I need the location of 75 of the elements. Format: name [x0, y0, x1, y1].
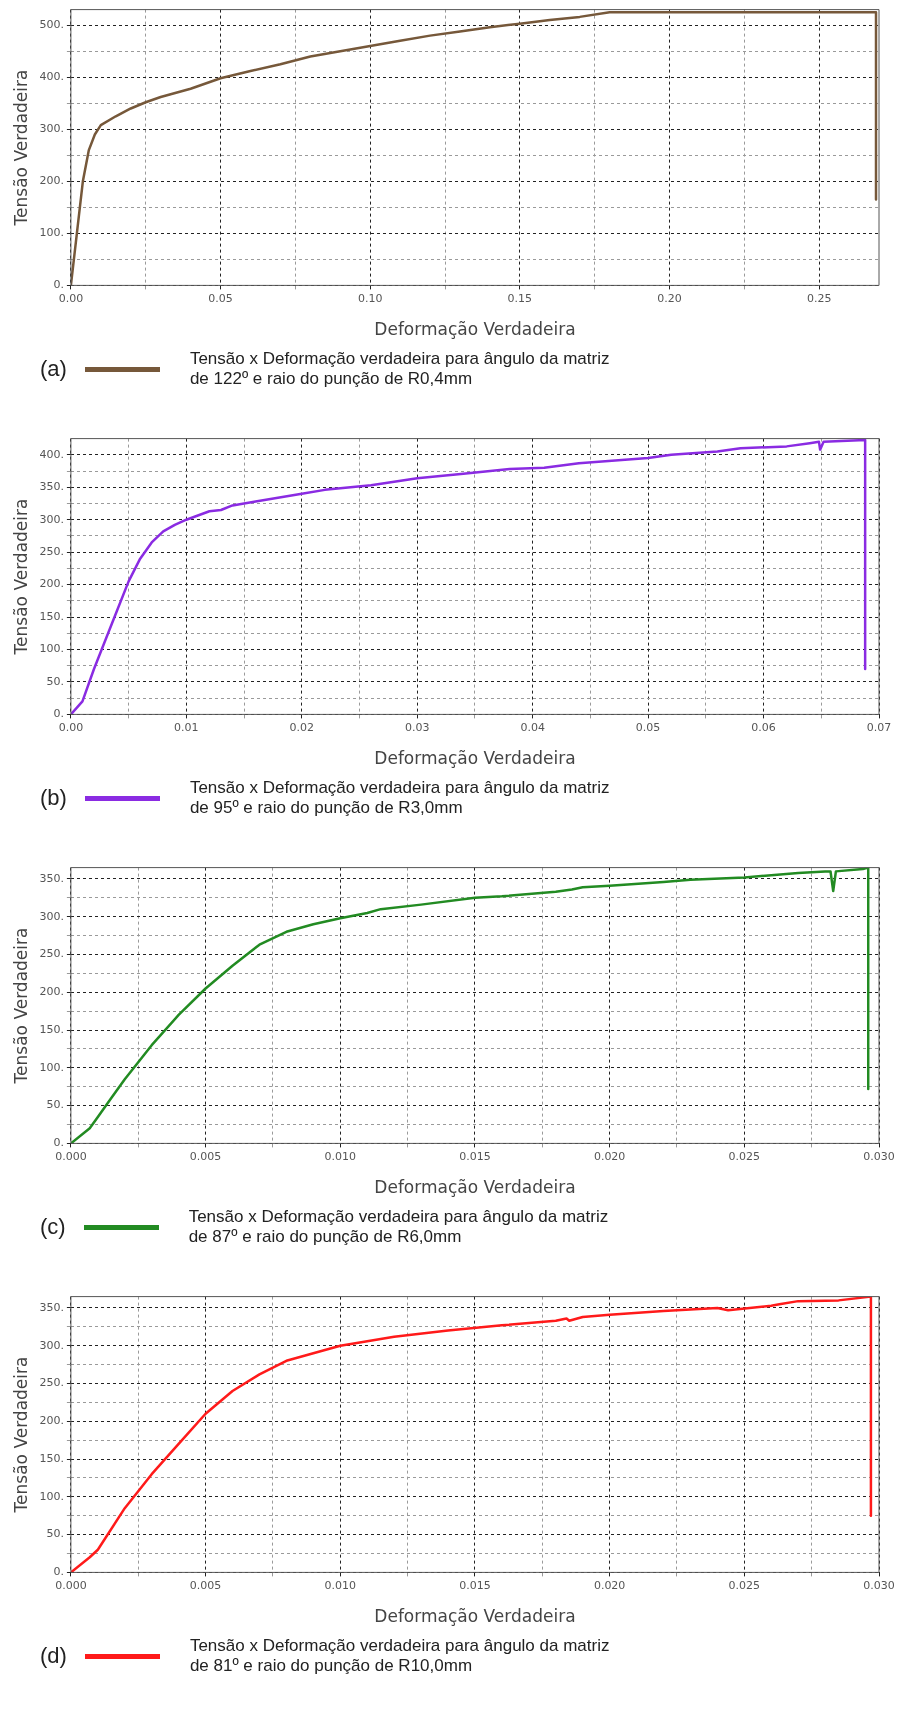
- x-tick-label: 0.020: [593, 1149, 626, 1163]
- y-tick-label: 0.: [53, 278, 64, 292]
- text: (a): [40, 356, 67, 382]
- x-tick-label: 0.000: [55, 1149, 87, 1163]
- y-tick-label: 400.: [39, 70, 64, 84]
- x-tick-label: 0.020: [593, 1578, 626, 1592]
- text: (c): [40, 1214, 66, 1240]
- x-axis-title: Deformação Verdadeira: [374, 748, 576, 769]
- x-axis-title: Deformação Verdadeira: [374, 1177, 576, 1198]
- y-axis-title: Tensão Verdadeira: [10, 498, 31, 656]
- y-tick-label: 0.: [53, 1565, 64, 1579]
- x-tick-label: 0.010: [324, 1578, 357, 1592]
- y-tick-label: 200.: [39, 174, 64, 188]
- y-tick-label: 0.: [53, 707, 64, 721]
- x-tick-label: 0.20: [657, 291, 682, 305]
- x-tick-label: 0.15: [507, 291, 533, 305]
- y-tick-label: 50.: [46, 674, 64, 688]
- x-tick-label: 0.005: [189, 1578, 222, 1592]
- y-tick-label: 200.: [39, 1414, 64, 1428]
- x-tick-label: 0.04: [520, 720, 545, 734]
- y-tick-label: 0.: [53, 1136, 64, 1150]
- x-tick-label: 0.000: [55, 1578, 87, 1592]
- x-axis-title: Deformação Verdadeira: [374, 319, 576, 340]
- x-tick-label: 0.05: [635, 720, 661, 734]
- y-tick-label: 350.: [39, 871, 64, 885]
- x-tick-label: 0.010: [324, 1149, 357, 1163]
- x-tick-label: 0.005: [189, 1149, 222, 1163]
- x-tick-label: 0.10: [357, 291, 383, 305]
- x-tick-label: 0.02: [289, 720, 315, 734]
- legend-label: Tensão x Deformação verdadeira para ângulo da matriz de 122º e raio do punção de R0,4mm: [189, 349, 610, 389]
- y-tick-label: 100.: [39, 226, 64, 240]
- y-axis-title: Tensão Verdadeira: [10, 69, 31, 227]
- text: (b): [40, 785, 67, 811]
- x-tick-label: 0.015: [459, 1149, 491, 1163]
- y-tick-label: 350.: [39, 480, 64, 494]
- y-tick-label: 250.: [39, 1376, 64, 1390]
- y-tick-label: 150.: [39, 1451, 64, 1465]
- y-tick-label: 500.: [39, 18, 64, 32]
- y-tick-label: 350.: [39, 1300, 64, 1314]
- x-tick-label: 0.00: [58, 720, 84, 734]
- y-tick-label: 400.: [39, 447, 64, 461]
- x-tick-label: 0.01: [174, 720, 199, 734]
- x-tick-label: 0.015: [459, 1578, 491, 1592]
- y-axis-title: Tensão Verdadeira: [10, 1356, 31, 1514]
- y-tick-label: 200.: [39, 577, 64, 591]
- y-axis-title: Tensão Verdadeira: [10, 927, 31, 1085]
- x-tick-label: 0.030: [863, 1149, 895, 1163]
- y-tick-label: 300.: [39, 909, 64, 923]
- y-tick-label: 300.: [39, 122, 64, 136]
- x-axis-title: Deformação Verdadeira: [374, 1606, 576, 1627]
- x-tick-label: 0.00: [58, 291, 84, 305]
- y-tick-label: 300.: [39, 512, 64, 526]
- x-tick-label: 0.25: [806, 291, 832, 305]
- legend-label: Tensão x Deformação verdadeira para ângulo da matriz de 95º e raio do punção de R3,0mm: [189, 778, 610, 818]
- y-tick-label: 250.: [39, 545, 64, 559]
- y-tick-label: 100.: [39, 1060, 64, 1074]
- x-tick-label: 0.025: [728, 1149, 761, 1163]
- x-tick-label: 0.025: [728, 1578, 761, 1592]
- y-tick-label: 250.: [39, 947, 64, 961]
- legend-label: Tensão x Deformação verdadeira para ângulo da matriz de 87º e raio do punção de R6,0mm: [188, 1207, 609, 1247]
- y-tick-label: 100.: [39, 642, 64, 656]
- y-tick-label: 300.: [39, 1338, 64, 1352]
- x-tick-label: 0.03: [404, 720, 430, 734]
- y-tick-label: 150.: [39, 609, 64, 623]
- y-tick-label: 100.: [39, 1489, 64, 1503]
- legend-label: Tensão x Deformação verdadeira para ângulo da matriz de 81º e raio do punção de R10,0mm: [189, 1636, 610, 1676]
- y-tick-label: 50.: [46, 1527, 64, 1541]
- x-tick-label: 0.07: [866, 720, 892, 734]
- x-tick-label: 0.030: [863, 1578, 895, 1592]
- x-tick-label: 0.05: [208, 291, 233, 305]
- y-tick-label: 200.: [39, 985, 64, 999]
- y-tick-label: 50.: [46, 1098, 64, 1112]
- y-tick-label: 150.: [39, 1022, 64, 1036]
- x-tick-label: 0.06: [751, 720, 776, 734]
- text: (d): [40, 1643, 67, 1669]
